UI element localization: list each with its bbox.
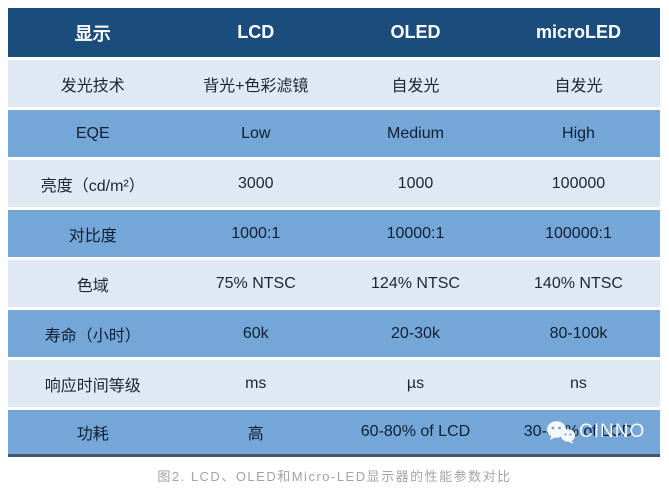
cell-oled: µs (406, 374, 425, 392)
cell-oled: 124% NTSC (371, 274, 460, 292)
row-label: 发光技术 (60, 77, 125, 95)
table-row-eqe: EQE Low Medium High (8, 110, 660, 157)
cell-microled: High (562, 124, 595, 142)
cell-microled: ns (570, 374, 587, 392)
cell-lcd: ms (245, 374, 267, 392)
cell-microled: 80-100k (549, 324, 608, 342)
cinno-watermark: CINNO (546, 420, 645, 444)
figure-caption: 图2. LCD、OLED和Micro-LED显示器的性能参数对比 (157, 469, 512, 484)
cell-oled: Medium (387, 124, 444, 142)
cell-oled: 10000:1 (386, 224, 445, 242)
row-label: 响应时间等级 (44, 377, 141, 395)
cell-oled: 自发光 (391, 77, 440, 95)
table-row-lifetime: 寿命（小时） 60k 20-30k 80-100k (8, 310, 660, 357)
cell-microled: 140% NTSC (534, 274, 623, 292)
column-header-microled: microLED (535, 22, 621, 42)
cell-microled: 100000:1 (545, 224, 612, 242)
watermark-label: CINNO (579, 421, 646, 442)
column-header-lcd: LCD (237, 22, 275, 42)
cell-oled: 1000 (397, 174, 434, 192)
cell-oled: 60-80% of LCD (360, 423, 471, 440)
table-row-brightness: 亮度（cd/m²） 3000 1000 100000 (8, 160, 660, 207)
table-row-color-gamut: 色域 75% NTSC 124% NTSC 140% NTSC (8, 260, 660, 307)
cell-lcd: 1000:1 (231, 224, 281, 242)
column-header-display: 显示 (74, 23, 111, 44)
row-label: 色域 (76, 277, 109, 295)
display-tech-comparison-table: 显示 LCD OLED microLED 发光技术 背光+色彩滤镜 自发光 自发… (8, 8, 660, 457)
cell-lcd: 高 (247, 426, 264, 443)
table-row-emission-tech: 发光技术 背光+色彩滤镜 自发光 自发光 (8, 60, 660, 107)
row-label: 功耗 (76, 426, 109, 443)
row-label: EQE (75, 124, 110, 142)
cell-microled: 100000 (551, 174, 606, 192)
cell-lcd: Low (241, 124, 271, 142)
row-label: 对比度 (68, 227, 117, 245)
cell-lcd: 75% NTSC (215, 274, 296, 292)
wechat-icon (547, 421, 575, 444)
cell-lcd: 背光+色彩滤镜 (203, 77, 309, 95)
table-header-row: 显示 LCD OLED microLED (8, 8, 660, 57)
cell-lcd: 3000 (237, 174, 274, 192)
table-row-contrast: 对比度 1000:1 10000:1 100000:1 (8, 210, 660, 257)
cell-lcd: 60k (242, 324, 269, 342)
cell-oled: 20-30k (391, 324, 440, 342)
cell-microled: 自发光 (554, 77, 603, 95)
table-row-response-time: 响应时间等级 ms µs ns (8, 360, 660, 407)
column-header-oled: OLED (390, 22, 441, 42)
row-label: 寿命（小时） (44, 327, 141, 345)
row-label: 亮度（cd/m²） (40, 177, 145, 195)
